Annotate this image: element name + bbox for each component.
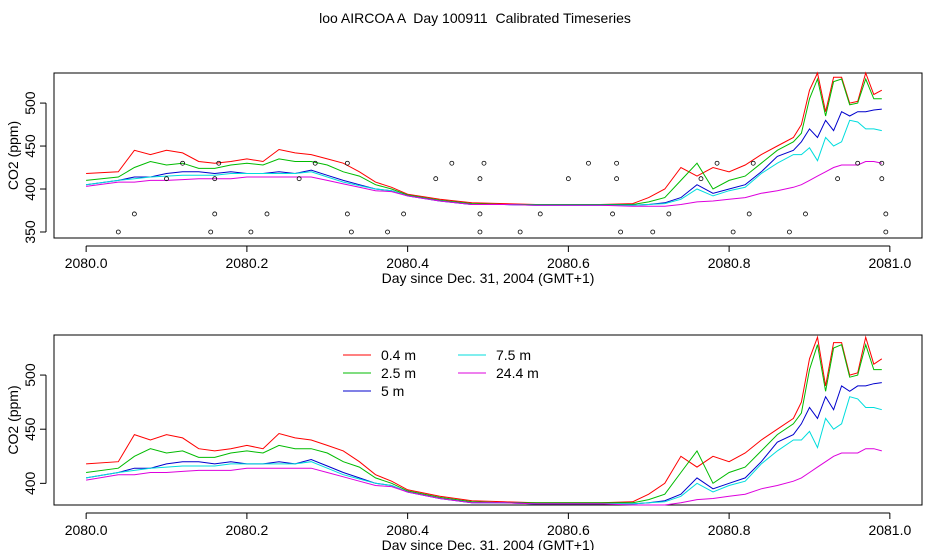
panel1-data-point <box>208 229 214 235</box>
panel1-data-point <box>212 211 218 217</box>
panel1-data-point <box>586 160 591 166</box>
legend-label: 0.4 m <box>381 347 416 363</box>
panel1-data-point <box>537 211 543 217</box>
panel2-x-tick-label: 2080.4 <box>386 522 429 538</box>
panel2-series-line <box>86 342 882 504</box>
panel1-data-point <box>477 229 483 235</box>
legend-label: 7.5 m <box>496 347 531 363</box>
panel1-x-tick-label: 2080.4 <box>386 255 429 271</box>
panel1-data-point <box>614 160 619 166</box>
panel1-data-point <box>348 229 354 235</box>
panel1-data-point <box>650 229 656 235</box>
panel2-x-tick-label: 2080.8 <box>708 522 751 538</box>
panel1-data-point <box>481 160 487 166</box>
panel1-data-point <box>879 160 885 166</box>
legend-label: 24.4 m <box>496 365 539 381</box>
panel1-data-point <box>344 160 350 166</box>
panel1-data-point <box>855 160 861 166</box>
panel1-data-point <box>296 176 302 182</box>
panel1-data-point <box>385 229 390 235</box>
panel1-x-tick-label: 2080.0 <box>65 255 108 271</box>
panel1-y-tick-label: 500 <box>22 91 38 115</box>
panel1-data-point <box>248 229 254 235</box>
panel1-data-point <box>698 176 704 182</box>
panel1-data-point <box>803 211 808 217</box>
panel2-x-tick-label: 2080.6 <box>547 522 590 538</box>
panel1-series-line <box>86 77 882 205</box>
panel1-x-tick-label: 2080.2 <box>225 255 268 271</box>
panel2-plot: 2080.0 2080.2 2080.4 2080.6 2080.8 2081.0 Day … <box>5 334 923 550</box>
chart-title: loo AIRCOA A Day 100911 Calibrated Times… <box>319 10 631 26</box>
panel1-data-point <box>614 176 619 182</box>
panel2-plot-frame <box>53 334 923 506</box>
panel1-data-point <box>565 176 571 182</box>
legend: 0.4 m 2.5 m 5 m 7.5 m 24.4 m <box>343 347 539 399</box>
panel1-plot-frame <box>53 72 923 239</box>
panel1-data-point <box>212 176 218 182</box>
panel1-data-point <box>131 211 137 217</box>
panel1-data-point <box>449 160 455 166</box>
panel1-data-point <box>216 160 222 166</box>
panel2-y-tick-label: 500 <box>22 363 38 387</box>
panel1-data-point <box>164 176 169 182</box>
panel2-x-tick-label: 2080.0 <box>65 522 108 538</box>
panel1-data-point <box>730 229 736 235</box>
panel1-data-point <box>180 160 185 166</box>
panel1-data-point <box>264 211 270 217</box>
panel1-y-axis-label: CO2 (ppm) <box>5 121 21 190</box>
panel1-data-point <box>714 160 720 166</box>
panel2-y-tick-label: 400 <box>22 471 38 495</box>
panel1-x-tick-label: 2080.8 <box>708 255 751 271</box>
panel1-data-point <box>879 176 885 182</box>
panel1-data-point <box>610 211 615 217</box>
panel1-data-point <box>618 229 624 235</box>
panel1-series-line <box>86 71 883 205</box>
panel1-plot: 2080.0 2080.2 2080.4 2080.6 2080.8 2081.0 Day … <box>5 71 923 286</box>
panel1-data-point <box>433 176 439 182</box>
panel1-y-tick-label: 450 <box>22 134 38 158</box>
panel2-series-line <box>86 335 883 504</box>
panel2-x-tick-label: 2080.2 <box>225 522 268 538</box>
panel1-y-tick-label: 350 <box>22 220 38 244</box>
panel1-data-point <box>401 211 407 217</box>
panel2-x-axis-label: Day since Dec. 31, 2004 (GMT+1) <box>382 537 595 550</box>
panel2-series-line <box>86 448 882 506</box>
panel1-series-line <box>86 161 882 207</box>
panel1-series-line <box>86 108 882 206</box>
panel2-x-tick-label: 2081.0 <box>868 522 911 538</box>
panel1-x-tick-label: 2080.6 <box>547 255 590 271</box>
panel1-data-point <box>477 211 483 217</box>
panel1-x-axis-label: Day since Dec. 31, 2004 (GMT+1) <box>382 270 595 286</box>
panel1-data-point <box>786 229 792 235</box>
panel1-y-tick-label: 400 <box>22 177 38 201</box>
panel2-series-line <box>86 382 882 505</box>
panel1-x-tick-label: 2081.0 <box>868 255 911 271</box>
panel1-data-point <box>312 160 318 166</box>
panel2-y-tick-label: 450 <box>22 417 38 441</box>
panel1-data-point <box>883 211 889 217</box>
panel1-data-point <box>517 229 523 235</box>
panel1-data-point <box>666 211 672 217</box>
legend-label: 2.5 m <box>381 365 416 381</box>
panel1-data-point <box>835 176 841 182</box>
panel1-data-point <box>477 176 483 182</box>
panel2-y-axis-label: CO2 (ppm) <box>5 385 21 454</box>
legend-label: 5 m <box>381 383 404 399</box>
panel1-data-point <box>115 229 121 235</box>
panel1-data-point <box>750 160 756 166</box>
panel1-data-point <box>883 229 889 235</box>
panel1-data-point <box>746 211 752 217</box>
panel1-data-point <box>344 211 350 217</box>
